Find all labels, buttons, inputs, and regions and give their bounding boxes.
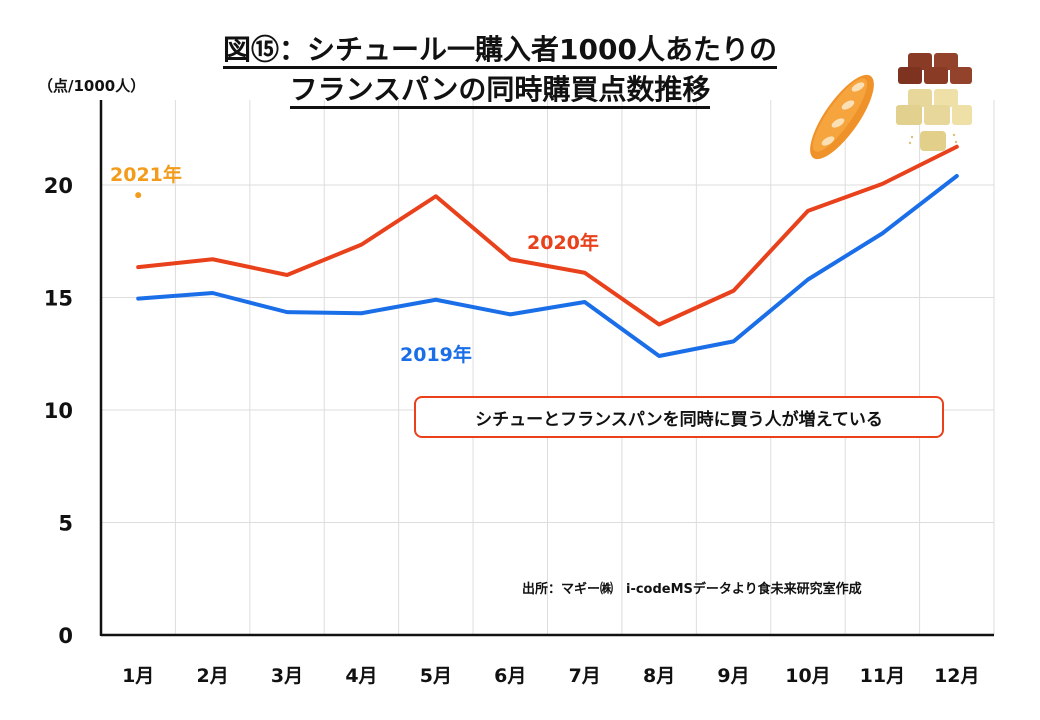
x-tick-label: 8月 [643, 665, 675, 687]
x-tick-label: 7月 [569, 665, 601, 687]
series-label-2020: 2020年 [527, 232, 599, 254]
x-tick-label: 4月 [345, 665, 377, 687]
x-tick-label: 3月 [271, 665, 303, 687]
dark-roux-block-icon [898, 53, 972, 84]
y-tick-label: 15 [44, 287, 73, 311]
y-tick-label: 5 [58, 512, 73, 536]
series-2021-point [135, 192, 142, 199]
callout-text: シチューとフランスパンを同時に買う人が増えている [475, 409, 883, 430]
x-tick-label: 11月 [860, 665, 905, 687]
y-tick-label: 20 [44, 174, 73, 198]
y-tick-label: 10 [44, 399, 73, 423]
chart-title-text-1: 図⑮：シチュール一購入者1000人あたりの [223, 33, 777, 69]
baguette-icon [810, 74, 874, 160]
y-tick-labels: 0 5 10 15 20 [44, 174, 73, 648]
x-tick-label: 12月 [934, 665, 979, 687]
series-2020-line [136, 144, 959, 327]
axes [99, 100, 994, 637]
chart-title-line-1: 図⑮：シチュール一購入者1000人あたりの [0, 28, 1000, 69]
gridlines [101, 100, 995, 635]
series-2019-line [136, 174, 959, 358]
white-roux-block-icon [896, 89, 972, 151]
chart-title-text-2: フランスパンの同時購買点数推移 [289, 73, 711, 109]
x-tick-label: 6月 [494, 665, 526, 687]
x-tick-label: 1月 [122, 665, 154, 687]
y-axis-unit-label: （点/1000人） [38, 77, 146, 95]
series-label-2019: 2019年 [400, 344, 472, 366]
chart-title-line-2: フランスパンの同時購買点数推移 [0, 68, 1000, 109]
x-tick-label: 9月 [717, 665, 749, 687]
series-lines [135, 144, 959, 358]
x-tick-label: 2月 [197, 665, 229, 687]
baguette-and-roux-illustration [810, 53, 972, 160]
source-note: 出所：マギー㈱ i-codeMSデータより食未来研究室作成 [522, 582, 862, 597]
x-tick-labels: 1月 2月 3月 4月 5月 6月 7月 8月 9月 10月 11月 12月 [122, 665, 979, 687]
series-label-2021: 2021年 [110, 164, 182, 186]
x-tick-label: 5月 [420, 665, 452, 687]
y-tick-label: 0 [58, 624, 73, 648]
x-tick-label: 10月 [785, 665, 830, 687]
callout-box: シチューとフランスパンを同時に買う人が増えている [414, 396, 944, 438]
